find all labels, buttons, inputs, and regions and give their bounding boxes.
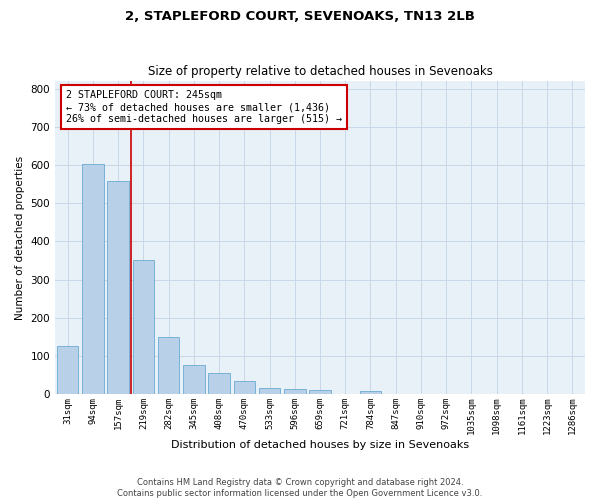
Bar: [158, 337, 179, 394]
Text: 2, STAPLEFORD COURT, SEVENOAKS, TN13 2LB: 2, STAPLEFORD COURT, SEVENOAKS, TN13 2LB: [125, 10, 475, 23]
Bar: [284, 388, 305, 394]
Bar: [233, 380, 255, 394]
Bar: [309, 390, 331, 394]
Bar: [82, 164, 104, 394]
Y-axis label: Number of detached properties: Number of detached properties: [15, 156, 25, 320]
Bar: [360, 391, 381, 394]
Text: 2 STAPLEFORD COURT: 245sqm
← 73% of detached houses are smaller (1,436)
26% of s: 2 STAPLEFORD COURT: 245sqm ← 73% of deta…: [65, 90, 341, 124]
Bar: [259, 388, 280, 394]
Text: Contains HM Land Registry data © Crown copyright and database right 2024.
Contai: Contains HM Land Registry data © Crown c…: [118, 478, 482, 498]
Title: Size of property relative to detached houses in Sevenoaks: Size of property relative to detached ho…: [148, 66, 493, 78]
Bar: [208, 373, 230, 394]
Bar: [183, 365, 205, 394]
Bar: [133, 260, 154, 394]
X-axis label: Distribution of detached houses by size in Sevenoaks: Distribution of detached houses by size …: [171, 440, 469, 450]
Bar: [57, 346, 79, 394]
Bar: [107, 182, 129, 394]
